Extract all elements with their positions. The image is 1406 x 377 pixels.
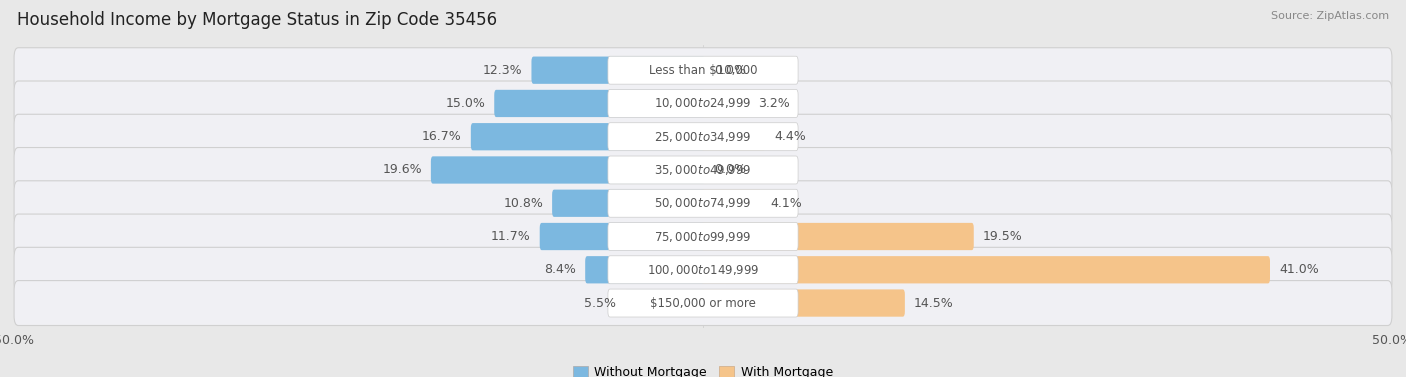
Text: Source: ZipAtlas.com: Source: ZipAtlas.com xyxy=(1271,11,1389,21)
Text: 0.0%: 0.0% xyxy=(714,64,747,77)
FancyBboxPatch shape xyxy=(14,114,1392,159)
Text: 19.5%: 19.5% xyxy=(983,230,1022,243)
FancyBboxPatch shape xyxy=(607,222,799,250)
FancyBboxPatch shape xyxy=(607,289,799,317)
FancyBboxPatch shape xyxy=(702,290,905,317)
FancyBboxPatch shape xyxy=(430,156,704,184)
Text: $25,000 to $34,999: $25,000 to $34,999 xyxy=(654,130,752,144)
Text: $10,000 to $24,999: $10,000 to $24,999 xyxy=(654,97,752,110)
FancyBboxPatch shape xyxy=(14,48,1392,93)
FancyBboxPatch shape xyxy=(540,223,704,250)
Text: Household Income by Mortgage Status in Zip Code 35456: Household Income by Mortgage Status in Z… xyxy=(17,11,496,29)
Text: 41.0%: 41.0% xyxy=(1279,263,1319,276)
FancyBboxPatch shape xyxy=(14,214,1392,259)
Text: 3.2%: 3.2% xyxy=(758,97,790,110)
FancyBboxPatch shape xyxy=(626,290,704,317)
Text: 8.4%: 8.4% xyxy=(544,263,576,276)
Text: 14.5%: 14.5% xyxy=(914,297,953,310)
Text: 19.6%: 19.6% xyxy=(382,164,422,176)
FancyBboxPatch shape xyxy=(553,190,704,217)
Text: 12.3%: 12.3% xyxy=(482,64,523,77)
FancyBboxPatch shape xyxy=(14,280,1392,325)
Text: Less than $10,000: Less than $10,000 xyxy=(648,64,758,77)
Text: $50,000 to $74,999: $50,000 to $74,999 xyxy=(654,196,752,210)
Text: 4.1%: 4.1% xyxy=(770,197,803,210)
Text: 5.5%: 5.5% xyxy=(585,297,616,310)
FancyBboxPatch shape xyxy=(702,90,749,117)
Text: 0.0%: 0.0% xyxy=(714,164,747,176)
FancyBboxPatch shape xyxy=(702,123,766,150)
FancyBboxPatch shape xyxy=(607,56,799,84)
FancyBboxPatch shape xyxy=(702,190,762,217)
Text: 4.4%: 4.4% xyxy=(775,130,807,143)
Text: $100,000 to $149,999: $100,000 to $149,999 xyxy=(647,263,759,277)
FancyBboxPatch shape xyxy=(495,90,704,117)
FancyBboxPatch shape xyxy=(14,147,1392,192)
FancyBboxPatch shape xyxy=(14,81,1392,126)
FancyBboxPatch shape xyxy=(702,256,1270,284)
FancyBboxPatch shape xyxy=(702,223,974,250)
Text: 16.7%: 16.7% xyxy=(422,130,461,143)
Legend: Without Mortgage, With Mortgage: Without Mortgage, With Mortgage xyxy=(568,361,838,377)
FancyBboxPatch shape xyxy=(607,89,799,117)
FancyBboxPatch shape xyxy=(471,123,704,150)
Text: $35,000 to $49,999: $35,000 to $49,999 xyxy=(654,163,752,177)
FancyBboxPatch shape xyxy=(585,256,704,284)
Text: 10.8%: 10.8% xyxy=(503,197,543,210)
Text: 11.7%: 11.7% xyxy=(491,230,531,243)
FancyBboxPatch shape xyxy=(607,156,799,184)
FancyBboxPatch shape xyxy=(531,57,704,84)
FancyBboxPatch shape xyxy=(607,256,799,284)
FancyBboxPatch shape xyxy=(607,189,799,217)
Text: $150,000 or more: $150,000 or more xyxy=(650,297,756,310)
FancyBboxPatch shape xyxy=(607,123,799,151)
Text: $75,000 to $99,999: $75,000 to $99,999 xyxy=(654,230,752,244)
FancyBboxPatch shape xyxy=(14,181,1392,226)
FancyBboxPatch shape xyxy=(14,247,1392,292)
Text: 15.0%: 15.0% xyxy=(446,97,485,110)
